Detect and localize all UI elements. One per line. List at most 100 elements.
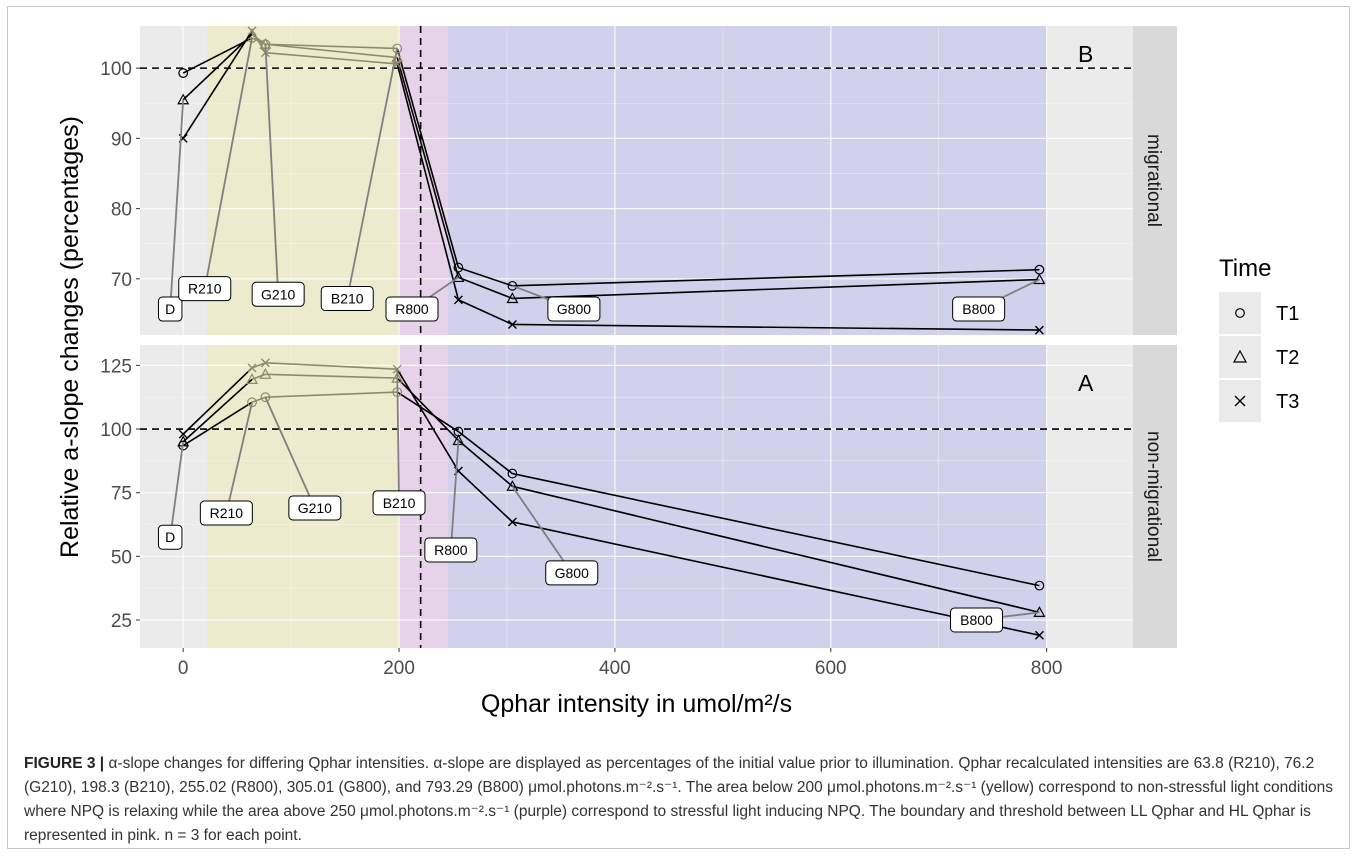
annotation-label-R210: R210 [188, 281, 222, 297]
x-tick-label: 200 [383, 658, 415, 679]
point-t2 [506, 480, 519, 491]
series-line-T3 [458, 299, 513, 326]
annotation-leader [346, 48, 399, 299]
series-line-T1 [182, 401, 253, 447]
series-line-T2 [512, 278, 1040, 300]
figure-caption: FIGURE 3 | α-slope changes for differing… [24, 752, 1340, 848]
chart: 70 80 90 100 D R210 G210 B210 R800 G800 B800 Bmigra… [56, 26, 1299, 718]
annotation-label-B210: B210 [331, 290, 364, 306]
point-t3 [453, 295, 463, 305]
annotation-leader [169, 99, 185, 310]
annotation-box [288, 495, 342, 521]
series-line-T1 [457, 430, 513, 475]
point-t1 [507, 468, 518, 479]
annotation-box [952, 296, 1006, 322]
point-t3 [247, 363, 257, 373]
series-line-T3 [251, 30, 267, 54]
panel-non-migrational: 25 50 75 100 125 D R210 G210 B210 R800 G800 B800 Ano… [100, 345, 1177, 648]
annotation-leader [264, 396, 316, 509]
series-line-T3 [396, 63, 460, 301]
series-line-T2 [396, 377, 460, 442]
legend-label-T3: T3 [1276, 391, 1299, 413]
facet-strip [1133, 345, 1177, 648]
y-tick-label: 100 [100, 59, 132, 80]
panel-letter: B [1078, 41, 1093, 67]
annotation-box [949, 607, 1003, 633]
series-line-T1 [251, 396, 266, 404]
point-t3 [1034, 325, 1044, 335]
series-line-T3 [182, 367, 253, 435]
point-t3 [260, 358, 270, 368]
annotation-label-G210: G210 [261, 286, 295, 302]
x-tick-label: 800 [1031, 658, 1063, 679]
series-line-T1 [396, 48, 460, 268]
series-line-T3 [512, 323, 1040, 331]
point-t2 [506, 292, 519, 304]
point-t1 [507, 280, 518, 291]
annotation-label-G800: G800 [555, 565, 589, 581]
series-line-T1 [265, 43, 398, 50]
series-line-T2 [182, 33, 253, 101]
panel-letter: A [1078, 370, 1094, 396]
series-line-T1 [458, 266, 513, 287]
figure-label: FIGURE 3 | [24, 755, 105, 772]
legend-symbol-circle [1235, 308, 1245, 318]
point-t3 [507, 517, 517, 527]
series-line-T2 [457, 439, 513, 487]
x-axis-title: Qphar intensity in umol/m²/s [481, 690, 792, 718]
series-line-T2 [265, 43, 398, 59]
x-tick-label: 400 [599, 658, 631, 679]
point-t1 [247, 397, 257, 408]
legend-symbol-cross [1234, 395, 1246, 407]
series-line-T1 [512, 472, 1040, 587]
legend-symbol-triangle [1232, 349, 1248, 363]
annotation-label-D: D [165, 301, 175, 317]
point-t2 [259, 368, 272, 379]
point-t1 [178, 68, 189, 78]
annotation-leader [449, 440, 460, 551]
point-t2 [1033, 273, 1046, 285]
series-line-T1 [396, 391, 459, 433]
x-tick-label: 600 [815, 658, 847, 679]
legend-label-T2: T2 [1276, 347, 1299, 369]
annotation-box [424, 537, 478, 563]
annotation-box [385, 296, 439, 322]
annotation-box [157, 296, 183, 322]
region-pink [399, 26, 448, 335]
x-tick-label: 0 [178, 658, 189, 679]
annotation-label-B800: B800 [962, 301, 995, 317]
annotation-label-R210: R210 [210, 505, 244, 521]
annotation-label-R800: R800 [395, 301, 429, 317]
legend-label-T1: T1 [1276, 303, 1299, 325]
annotation-box [199, 500, 253, 526]
y-tick-label: 75 [111, 484, 132, 505]
series-line-T3 [265, 51, 398, 65]
point-t3 [507, 319, 517, 329]
point-t2 [246, 373, 259, 384]
facet-strip-label: non-migrational [1143, 431, 1164, 562]
point-t3 [247, 26, 257, 36]
annotation-label-D: D [165, 529, 175, 545]
annotation-leader [511, 485, 573, 574]
annotation-label-R800: R800 [434, 542, 468, 558]
annotation-box [547, 296, 601, 322]
annotation-box [178, 276, 232, 302]
y-tick-label: 100 [100, 420, 132, 441]
series-line-T2 [512, 485, 1040, 614]
annotation-box [545, 560, 599, 586]
point-t3 [178, 429, 188, 439]
annotation-label-G800: G800 [557, 301, 591, 317]
series-line-T2 [265, 373, 398, 379]
panel-migrational: 70 80 90 100 D R210 G210 B210 R800 G800 B800 Bmigra… [100, 26, 1177, 335]
annotation-label-B800: B800 [960, 612, 993, 628]
annotation-box [372, 490, 426, 516]
annotation-box [157, 524, 183, 550]
legend-key [1219, 292, 1261, 334]
annotation-leader [169, 441, 185, 538]
annotation-leader [225, 402, 253, 514]
series-line-T1 [512, 268, 1040, 287]
series-line-T2 [458, 276, 513, 300]
point-t3 [1034, 630, 1044, 640]
region-purple [447, 26, 1047, 335]
